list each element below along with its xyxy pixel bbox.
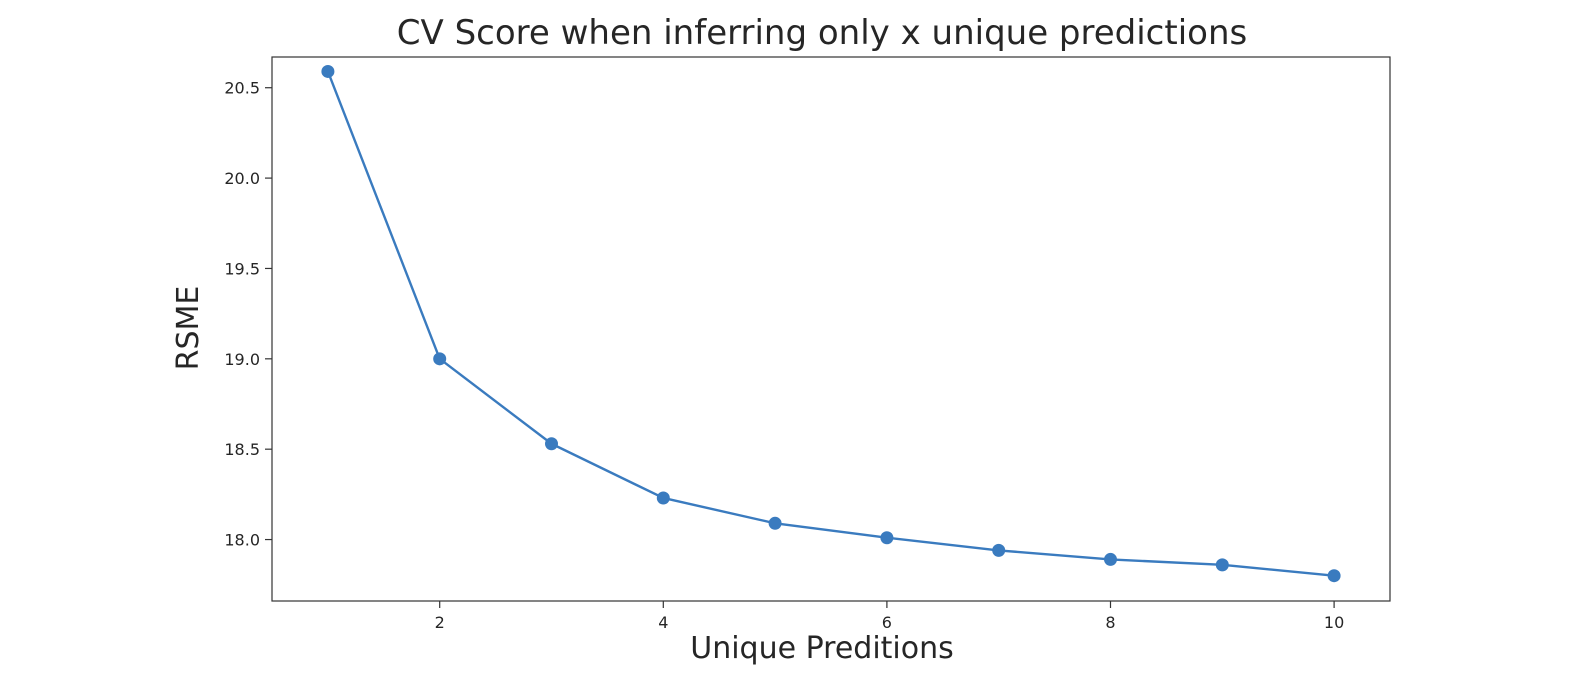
plot-frame [271,56,1391,602]
data-point [1327,569,1341,583]
data-point [992,543,1006,557]
x-tick-label: 10 [1324,613,1344,632]
data-point [768,516,782,530]
y-axis-title: RSME [171,286,206,371]
y-tick-label: 19.0 [224,350,260,369]
data-point [1215,558,1229,572]
data-point [433,352,447,366]
x-tick-label: 6 [882,613,892,632]
data-point [656,491,670,505]
x-tick-label: 4 [658,613,668,632]
data-point [880,531,894,545]
data-point [545,437,558,451]
x-axis-title: Unique Preditions [690,631,954,666]
x-tick-label: 2 [435,613,445,632]
data-point [321,64,335,78]
y-tick-label: 18.0 [224,531,260,550]
y-tick-label: 19.5 [224,259,260,278]
y-tick-label: 18.5 [224,440,260,459]
chart-title: CV Score when inferring only x unique pr… [397,13,1247,53]
plot-area: 2 4 6 8 10 18.0 18.5 19.0 19.5 20.0 20.5 [224,56,1391,632]
x-tick-label: 8 [1105,613,1115,632]
y-tick-label: 20.5 [224,79,260,98]
series-line [326,71,1335,577]
y-tick-label: 20.0 [224,169,260,188]
data-point [1104,552,1117,566]
